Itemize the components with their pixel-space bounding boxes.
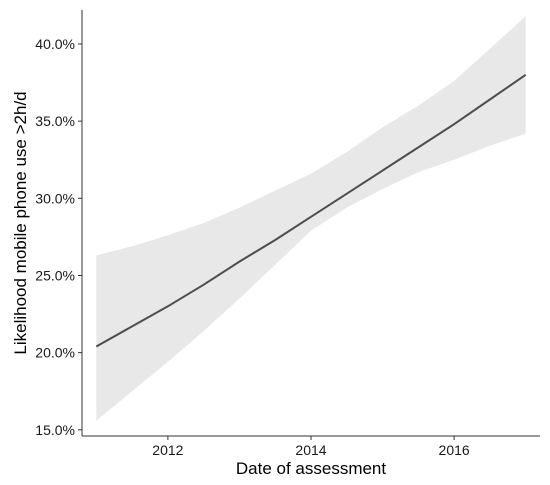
- y-axis-title: Likelihood mobile phone use >2h/d: [11, 91, 30, 354]
- x-tick-label: 2012: [152, 442, 183, 458]
- confidence-band: [96, 16, 526, 421]
- y-tick-label: 15.0%: [35, 422, 75, 438]
- y-tick-label: 25.0%: [35, 267, 75, 283]
- confidence-band-layer: [96, 16, 526, 421]
- x-tick-label: 2014: [295, 442, 326, 458]
- y-tick-label: 20.0%: [35, 345, 75, 361]
- x-tick-label: 2016: [439, 442, 470, 458]
- trend-line-layer: [95, 73, 527, 348]
- y-tick-label: 40.0%: [35, 36, 75, 52]
- y-tick-label: 30.0%: [35, 190, 75, 206]
- y-ticks: 15.0% 20.0% 25.0% 30.0% 35.0% 40.0%: [35, 36, 82, 438]
- x-axis-title: Date of assessment: [236, 459, 387, 478]
- x-ticks: 2012 2014 2016: [152, 436, 470, 458]
- trend-line: [95, 73, 527, 348]
- y-tick-label: 35.0%: [35, 113, 75, 129]
